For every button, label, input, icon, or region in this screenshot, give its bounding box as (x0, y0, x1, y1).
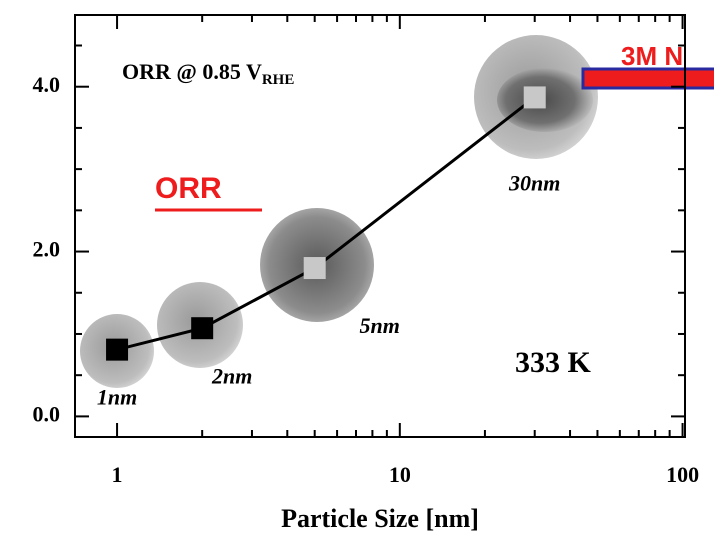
x-tick-label: 100 (666, 462, 699, 487)
particle-label: 30nm (508, 170, 560, 195)
x-tick-label: 1 (112, 462, 123, 487)
x-axis-label: Particle Size [nm] (281, 504, 479, 533)
brand-bar (583, 69, 714, 88)
condition-label: ORR @ 0.85 VRHE (122, 59, 294, 88)
y-tick-label: 2.0 (33, 237, 61, 262)
brand-label: 3M N (621, 41, 683, 71)
particle-label: 5nm (360, 313, 400, 338)
condition-text: ORR @ 0.85 V (122, 59, 262, 84)
data-marker (191, 317, 213, 339)
data-marker (106, 339, 128, 361)
particle-label: 1nm (97, 385, 137, 410)
chart: 3M N ORR @ 0.85 VRHE ORR 333 K Particle … (0, 0, 714, 539)
orr-label: ORR (155, 172, 222, 205)
particle-label: 2nm (211, 363, 252, 388)
data-marker (304, 257, 326, 279)
y-tick-label: 4.0 (33, 72, 61, 97)
x-tick-label: 10 (389, 462, 411, 487)
y-tick-label: 0.0 (33, 401, 61, 426)
temperature-label: 333 K (515, 346, 592, 379)
condition-subscript: RHE (262, 72, 295, 88)
data-marker (524, 86, 546, 108)
